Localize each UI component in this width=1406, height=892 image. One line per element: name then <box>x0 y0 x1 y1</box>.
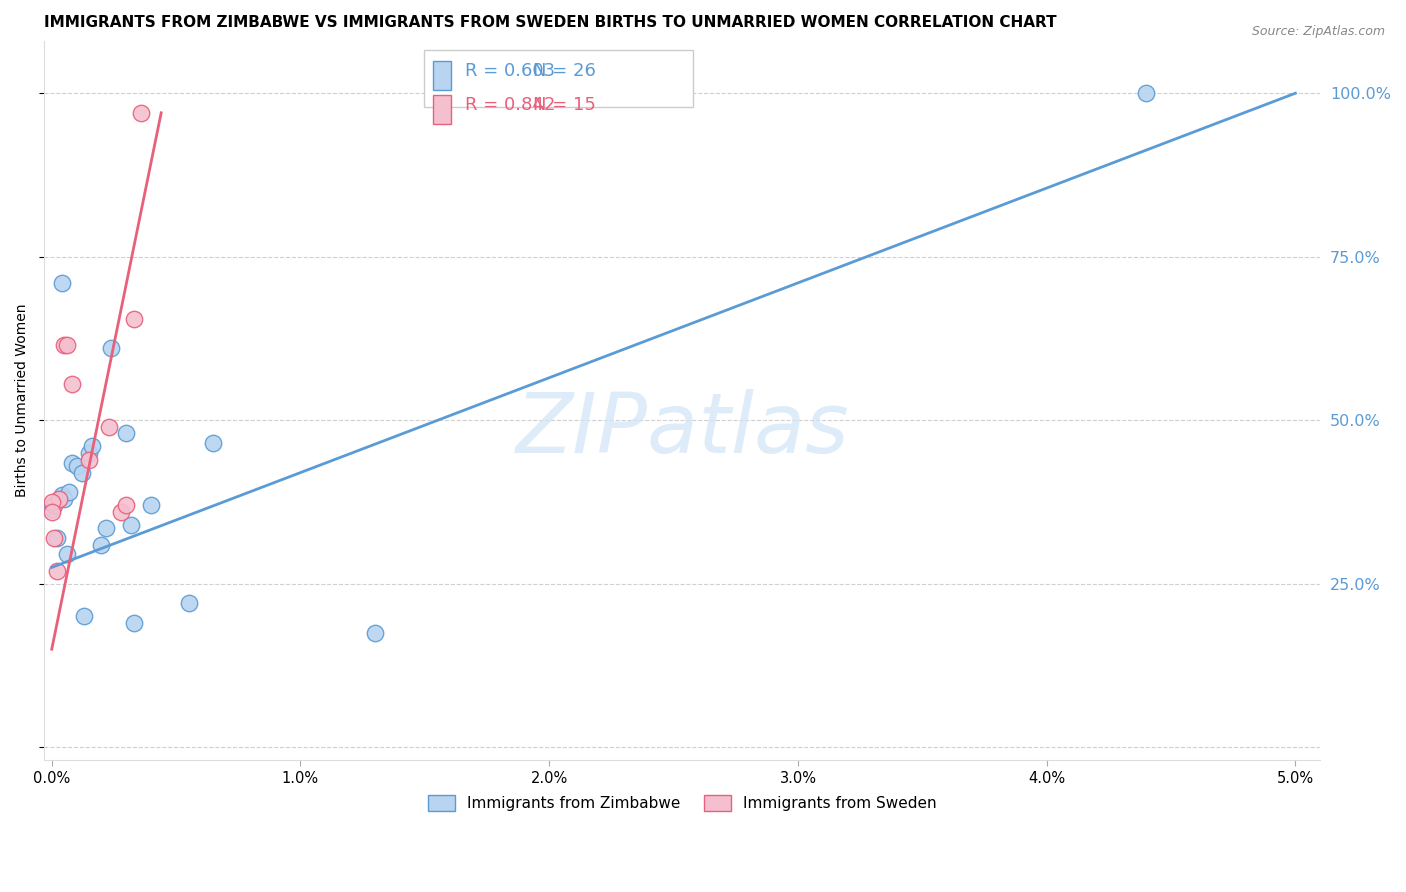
Point <box>65 458 87 473</box>
Point <box>77 446 100 460</box>
Y-axis label: Births to Unmarried Women: Births to Unmarried Women <box>15 304 30 498</box>
Point <box>53 338 76 352</box>
Point <box>100 341 122 355</box>
Point <box>122 311 145 326</box>
Point <box>41 495 63 509</box>
Text: ■  R = 0.603   N = 26
  ■  R = 0.842   N = 15: ■ R = 0.603 N = 26 ■ R = 0.842 N = 15 <box>433 59 683 98</box>
Point <box>55 338 77 352</box>
Point <box>202 436 225 450</box>
Point <box>55 547 77 561</box>
Point <box>48 491 70 506</box>
Text: IMMIGRANTS FROM ZIMBABWE VS IMMIGRANTS FROM SWEDEN BIRTHS TO UNMARRIED WOMEN COR: IMMIGRANTS FROM ZIMBABWE VS IMMIGRANTS F… <box>44 15 1057 30</box>
Text: ZIPatlas: ZIPatlas <box>516 389 849 470</box>
Point <box>60 456 83 470</box>
Point <box>122 615 145 630</box>
Point <box>73 609 96 624</box>
Point <box>44 531 66 545</box>
Point <box>120 517 142 532</box>
Text: N = 26: N = 26 <box>533 62 596 80</box>
Point <box>141 498 163 512</box>
Point <box>96 521 118 535</box>
Point <box>70 466 93 480</box>
Point <box>51 488 73 502</box>
Point <box>177 596 200 610</box>
Point <box>364 625 387 640</box>
Point <box>51 276 73 290</box>
FancyBboxPatch shape <box>433 95 451 124</box>
Point <box>110 505 132 519</box>
FancyBboxPatch shape <box>433 61 451 90</box>
Point <box>58 485 80 500</box>
Point <box>45 531 67 545</box>
Point <box>44 498 66 512</box>
Point <box>44 498 66 512</box>
Point <box>53 491 76 506</box>
Point <box>41 505 63 519</box>
Legend: Immigrants from Zimbabwe, Immigrants from Sweden: Immigrants from Zimbabwe, Immigrants fro… <box>422 789 943 817</box>
Point <box>129 106 152 120</box>
Point <box>115 498 138 512</box>
Point <box>60 377 83 392</box>
Text: N = 15: N = 15 <box>533 96 596 114</box>
Point <box>1135 87 1157 101</box>
Point <box>90 537 112 551</box>
Text: Source: ZipAtlas.com: Source: ZipAtlas.com <box>1251 25 1385 38</box>
Point <box>80 439 103 453</box>
Point <box>45 564 67 578</box>
Point <box>115 426 138 441</box>
Point <box>77 452 100 467</box>
Point <box>41 501 63 516</box>
Text: R = 0.842: R = 0.842 <box>465 96 555 114</box>
Point <box>48 491 70 506</box>
Text: R = 0.603: R = 0.603 <box>465 62 555 80</box>
Point <box>97 419 120 434</box>
